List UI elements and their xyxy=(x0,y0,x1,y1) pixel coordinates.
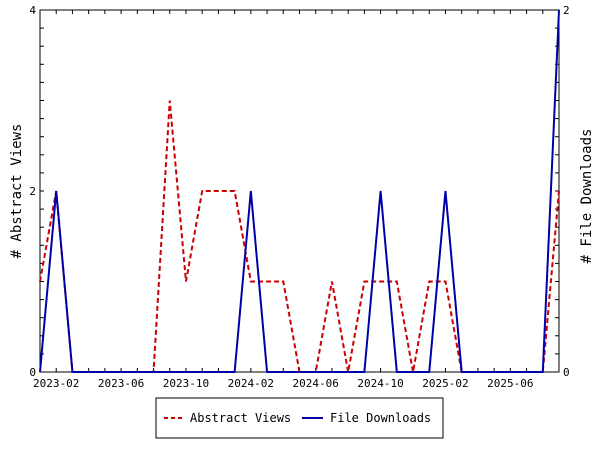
axis-tick-labels: 0 2 4 0 2 2023-02 2023-06 2023-10 2024-02 2024-06… xyxy=(29,4,569,390)
x-tick-label: 2023-10 xyxy=(163,377,209,390)
plot-area xyxy=(39,9,560,373)
x-tick-label: 2025-02 xyxy=(422,377,468,390)
x-tick-label: 2025-06 xyxy=(487,377,533,390)
legend-box xyxy=(155,397,444,439)
y-right-tick-label: 0 xyxy=(563,366,570,379)
series-line-file-downloads xyxy=(39,9,560,373)
y-left-tick-label: 2 xyxy=(29,185,36,198)
y-axis-title-right: # File Downloads xyxy=(579,129,595,264)
x-tick-label: 2024-02 xyxy=(228,377,274,390)
x-tick-label: 2023-06 xyxy=(98,377,144,390)
legend-label-file-downloads: File Downloads xyxy=(330,411,431,425)
x-tick-label: 2024-06 xyxy=(293,377,339,390)
y-axis-title-left: # Abstract Views xyxy=(9,124,25,259)
x-tick-label: 2024-10 xyxy=(357,377,403,390)
x-tick-label: 2023-02 xyxy=(33,377,79,390)
y-left-tick-label: 4 xyxy=(29,4,36,17)
legend: Abstract Views File Downloads xyxy=(155,397,444,439)
y-right-tick-label: 2 xyxy=(563,4,570,17)
series-layer xyxy=(39,9,560,373)
y-left-tick-label: 0 xyxy=(29,366,36,379)
legend-label-abstract-views: Abstract Views xyxy=(190,411,291,425)
